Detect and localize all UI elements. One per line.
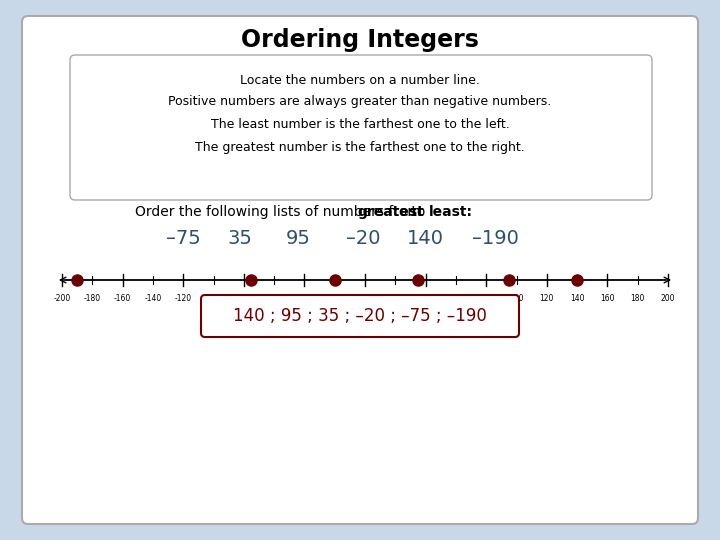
Text: 0: 0 <box>363 294 367 303</box>
Text: 140 ; 95 ; 35 ; –20 ; –75 ; –190: 140 ; 95 ; 35 ; –20 ; –75 ; –190 <box>233 307 487 325</box>
Text: 20: 20 <box>390 294 400 303</box>
Text: least:: least: <box>428 205 472 219</box>
Text: 200: 200 <box>661 294 675 303</box>
Text: -60: -60 <box>268 294 280 303</box>
Text: -80: -80 <box>238 294 250 303</box>
Text: 35: 35 <box>228 228 253 247</box>
Text: to: to <box>408 205 430 219</box>
Text: Positive numbers are always greater than negative numbers.: Positive numbers are always greater than… <box>168 96 552 109</box>
Text: -120: -120 <box>175 294 192 303</box>
FancyBboxPatch shape <box>70 55 652 200</box>
Text: 140: 140 <box>407 228 444 247</box>
Text: 140: 140 <box>570 294 585 303</box>
Text: –75: –75 <box>166 228 200 247</box>
Text: Ordering Integers: Ordering Integers <box>241 28 479 52</box>
Text: -40: -40 <box>298 294 310 303</box>
Text: 120: 120 <box>539 294 554 303</box>
Text: greatest: greatest <box>358 205 424 219</box>
Text: –190: –190 <box>472 228 518 247</box>
Text: 180: 180 <box>631 294 645 303</box>
Text: The least number is the farthest one to the left.: The least number is the farthest one to … <box>211 118 509 131</box>
Text: -140: -140 <box>144 294 161 303</box>
Text: Order the following lists of numbers from: Order the following lists of numbers fro… <box>135 205 426 219</box>
Text: 95: 95 <box>286 228 310 247</box>
Text: -160: -160 <box>114 294 131 303</box>
Text: 80: 80 <box>482 294 491 303</box>
Text: 40: 40 <box>420 294 431 303</box>
Text: The greatest number is the farthest one to the right.: The greatest number is the farthest one … <box>195 140 525 153</box>
Text: 160: 160 <box>600 294 615 303</box>
FancyBboxPatch shape <box>22 16 698 524</box>
Text: -180: -180 <box>84 294 101 303</box>
FancyBboxPatch shape <box>201 295 519 337</box>
Text: Locate the numbers on a number line.: Locate the numbers on a number line. <box>240 73 480 86</box>
Text: -20: -20 <box>328 294 341 303</box>
Text: 100: 100 <box>509 294 523 303</box>
Text: –20: –20 <box>346 228 380 247</box>
Text: -100: -100 <box>205 294 222 303</box>
Text: -200: -200 <box>53 294 71 303</box>
Text: 60: 60 <box>451 294 461 303</box>
